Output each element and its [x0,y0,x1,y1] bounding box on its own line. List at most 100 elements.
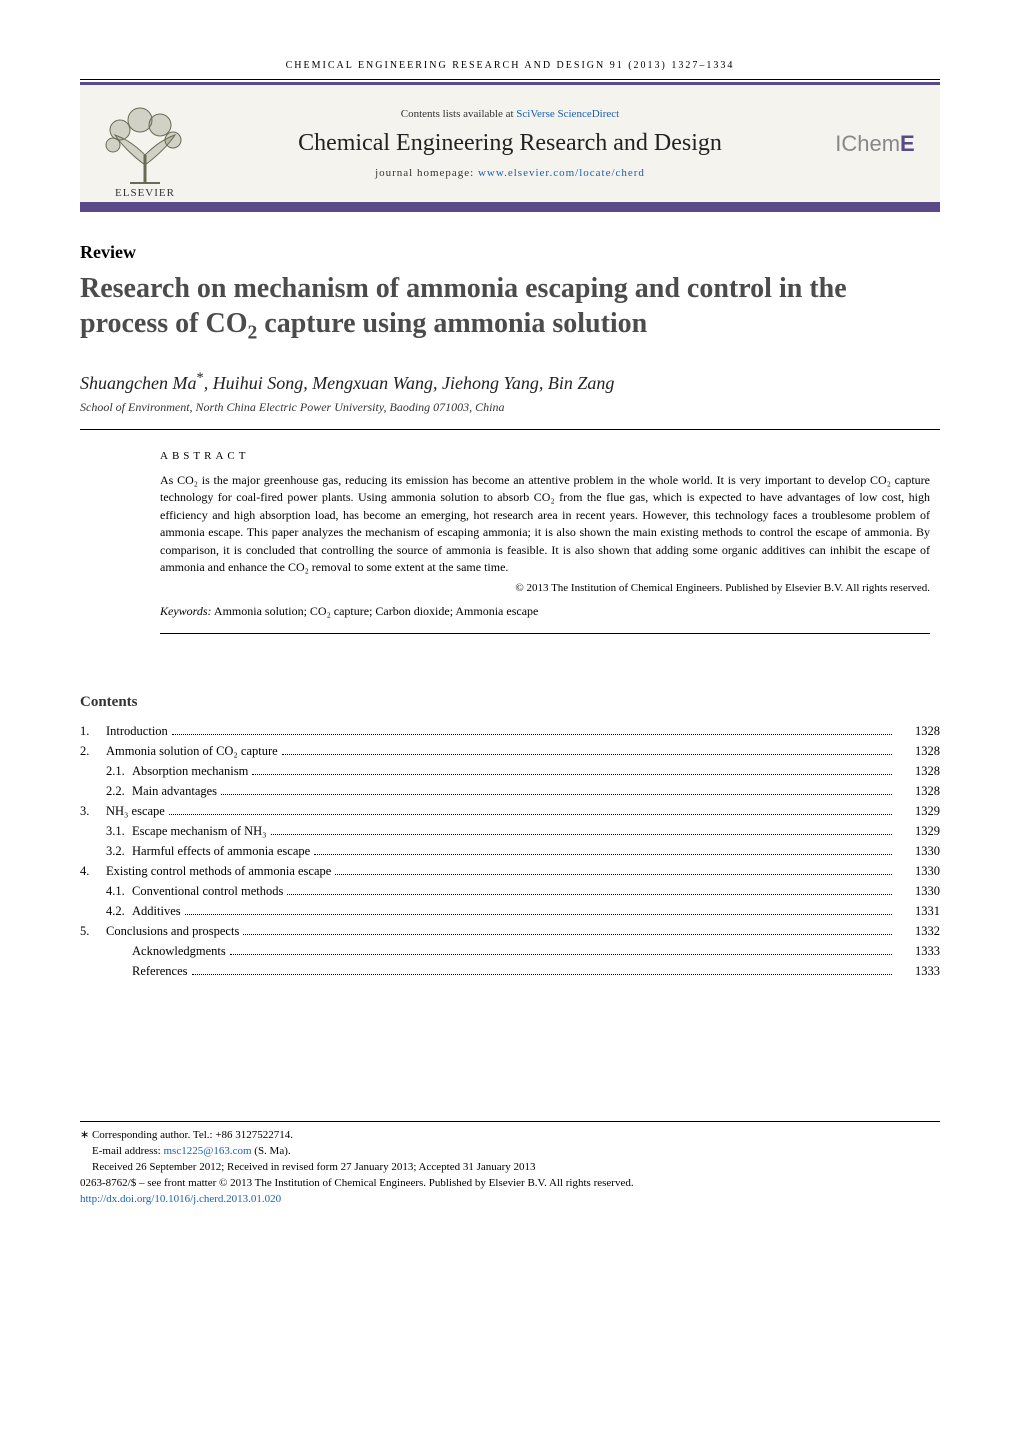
email-line: E-mail address: msc1225@163.com (S. Ma). [80,1144,940,1160]
toc-label: Introduction [106,721,168,741]
elsevier-label: ELSEVIER [115,187,175,199]
toc-number: 4. [80,861,106,881]
sciencedirect-link[interactable]: SciVerse ScienceDirect [516,108,619,120]
toc-row[interactable]: References 1333 [80,961,940,981]
toc-number: 4.2. [106,901,132,921]
toc-label: Additives [132,901,181,921]
article-title: Research on mechanism of ammonia escapin… [80,271,940,346]
authors-line: Shuangchen Ma*, Huihui Song, Mengxuan Wa… [80,370,940,394]
toc-page: 1330 [896,841,940,861]
toc-row[interactable]: 2.2.Main advantages1328 [80,781,940,801]
toc-row[interactable]: 4.1.Conventional control methods 1330 [80,881,940,901]
article-type: Review [80,242,940,263]
toc-label: Ammonia solution of CO₂ capture [106,741,278,761]
authors-rest: , Huihui Song, Mengxuan Wang, Jiehong Ya… [204,373,615,393]
toc-number: 2.1. [106,761,132,781]
icheme-prefix: IChem [835,131,900,156]
toc-page: 1328 [896,761,940,781]
toc-row[interactable]: 2.Ammonia solution of CO₂ capture1328 [80,741,940,761]
toc-leader-dots [314,854,892,855]
elsevier-logo-cell: ELSEVIER [80,85,210,202]
toc-number: 3.2. [106,841,132,861]
toc-label: Harmful effects of ammonia escape [132,841,310,861]
email-label: E-mail address: [92,1145,163,1157]
keywords-label: Keywords: [160,604,212,618]
abstract-block: ABSTRACT As CO₂ is the major greenhouse … [160,450,940,634]
toc-number: 5. [80,921,106,941]
toc-page: 1330 [896,861,940,881]
toc-row[interactable]: 2.1.Absorption mechanism 1328 [80,761,940,781]
homepage-link[interactable]: www.elsevier.com/locate/cherd [478,167,645,179]
toc-row[interactable]: 5.Conclusions and prospects 1332 [80,921,940,941]
toc-number: 2. [80,741,106,761]
toc-number: 3.1. [106,821,132,841]
toc-leader-dots [230,954,892,955]
title-sub: 2 [247,323,257,344]
toc-row[interactable]: Acknowledgments 1333 [80,941,940,961]
toc-leader-dots [169,814,892,815]
toc-row[interactable]: 4.2.Additives 1331 [80,901,940,921]
toc-label: Conventional control methods [132,881,283,901]
toc-page: 1331 [896,901,940,921]
toc-row[interactable]: 1.Introduction 1328 [80,721,940,741]
footer-block: ∗ Corresponding author. Tel.: +86 312752… [80,1121,940,1208]
toc-leader-dots [252,774,892,775]
icheme-logo-cell: IChemE [810,85,940,202]
toc-row[interactable]: 3.2.Harmful effects of ammonia escape 133… [80,841,940,861]
toc-page: 1328 [896,721,940,741]
icheme-suffix: E [900,131,915,156]
toc-page: 1329 [896,801,940,821]
received-line: Received 26 September 2012; Received in … [92,1160,940,1176]
toc-label: Main advantages [132,781,217,801]
affiliation: School of Environment, North China Elect… [80,400,940,430]
title-post: capture using ammonia solution [257,308,647,339]
toc-page: 1330 [896,881,940,901]
toc-label: Existing control methods of ammonia esca… [106,861,331,881]
toc-leader-dots [192,974,892,975]
corresponding-mark: * [196,370,203,386]
homepage-line: journal homepage: www.elsevier.com/locat… [210,167,810,179]
journal-header-band: ELSEVIER Contents lists available at Sci… [80,82,940,212]
toc-leader-dots [172,734,892,735]
toc-page: 1332 [896,921,940,941]
contents-section: Contents 1.Introduction13282.Ammonia sol… [80,694,940,981]
toc-row[interactable]: 3.NH₃ escape 1329 [80,801,940,821]
toc-leader-dots [271,834,892,835]
toc-number: 3. [80,801,106,821]
copyright-line: © 2013 The Institution of Chemical Engin… [160,582,930,594]
toc-label: References [132,961,188,981]
contents-available-text: Contents lists available at [401,108,516,120]
doi-link[interactable]: http://dx.doi.org/10.1016/j.cherd.2013.0… [80,1192,940,1208]
toc-leader-dots [185,914,892,915]
header-center: Contents lists available at SciVerse Sci… [210,85,810,202]
icheme-logo: IChemE [835,131,914,157]
toc-label: Acknowledgments [132,941,226,961]
toc: 1.Introduction13282.Ammonia solution of … [80,721,940,981]
top-rule [80,79,940,80]
toc-label: NH₃ escape [106,801,165,821]
toc-leader-dots [335,874,892,875]
keywords-text: Ammonia solution; CO₂ capture; Carbon di… [212,604,539,618]
corresponding-author: ∗ Corresponding author. Tel.: +86 312752… [80,1128,940,1144]
toc-number: 2.2. [106,781,132,801]
toc-leader-dots [243,934,892,935]
toc-label: Escape mechanism of NH₃ [132,821,267,841]
running-head: CHEMICAL ENGINEERING RESEARCH AND DESIGN… [80,60,940,71]
abstract-head: ABSTRACT [160,450,930,462]
toc-page: 1333 [896,961,940,981]
toc-row[interactable]: 4.Existing control methods of ammonia es… [80,861,940,881]
abstract-text: As CO₂ is the major greenhouse gas, redu… [160,472,930,576]
email-link[interactable]: msc1225@163.com [163,1145,251,1157]
keywords-line: Keywords: Ammonia solution; CO₂ capture;… [160,604,930,634]
journal-title: Chemical Engineering Research and Design [210,130,810,157]
toc-leader-dots [221,794,892,795]
toc-number: 4.1. [106,881,132,901]
toc-number: 1. [80,721,106,741]
homepage-label: journal homepage: [375,167,478,179]
toc-leader-dots [282,754,892,755]
toc-page: 1333 [896,941,940,961]
elsevier-tree-icon: ELSEVIER [90,89,200,199]
toc-row[interactable]: 3.1.Escape mechanism of NH₃1329 [80,821,940,841]
toc-label: Absorption mechanism [132,761,248,781]
toc-label: Conclusions and prospects [106,921,239,941]
